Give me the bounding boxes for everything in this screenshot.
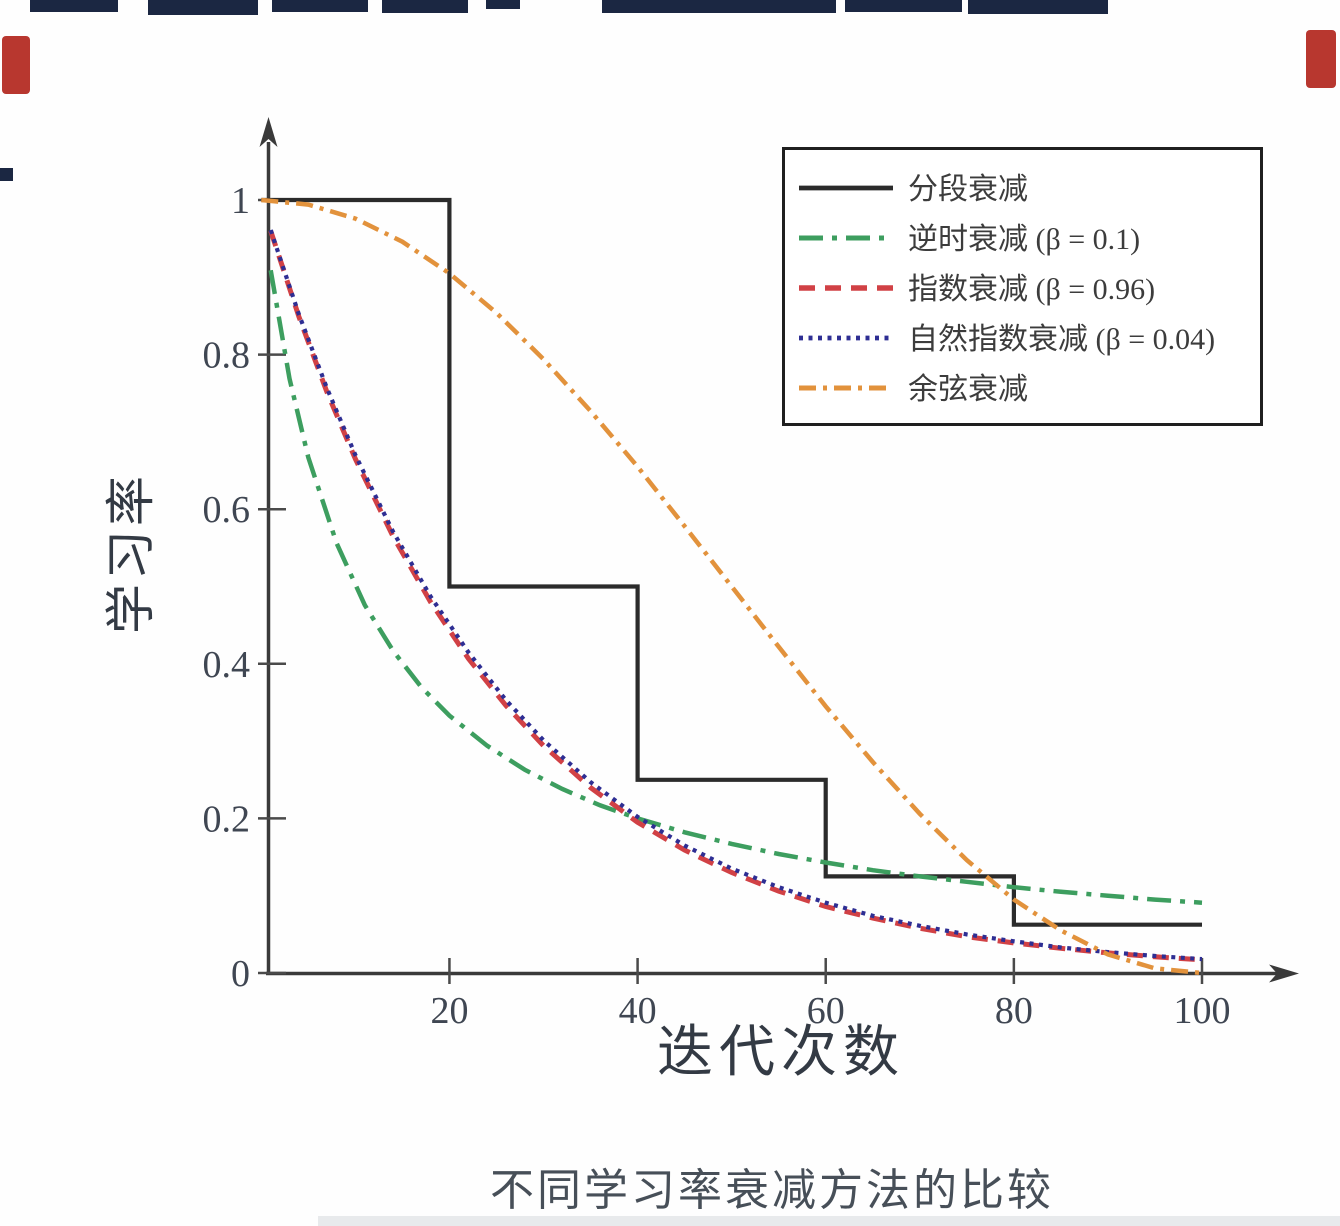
series-curves	[261, 197, 1203, 976]
scan-artifact-top-5	[486, 0, 520, 9]
legend-item-natural-exponential: 自然指数衰减 (β = 0.04)	[799, 323, 1215, 356]
x-tick-label: 100	[1174, 990, 1231, 1032]
x-tick-label: 20	[430, 990, 468, 1032]
x-tick-label: 80	[995, 990, 1033, 1032]
scan-artifact-top-3	[272, 0, 368, 12]
y-tick-label: 0.8	[203, 335, 251, 377]
x-axis-label: 迭代次数	[657, 1022, 905, 1084]
legend-label-natural-exponential: 自然指数衰减 (β = 0.04)	[908, 323, 1215, 356]
scan-artifact-top-8	[968, 0, 1108, 14]
y-tick-label: 0	[231, 953, 250, 995]
y-ticks	[258, 198, 286, 975]
legend-item-piecewise: 分段衰减	[799, 173, 1028, 206]
scan-artifact-left-dash	[0, 168, 13, 181]
y-tick-label: 1	[231, 180, 250, 222]
legend-item-exponential: 指数衰减 (β = 0.96)	[799, 273, 1155, 306]
y-tick-label: 0.6	[203, 489, 251, 531]
y-tick-labels: 0 0.2 0.4 0.6 0.8 1	[203, 180, 251, 995]
legend-item-inverse-time: 逆时衰减 (β = 0.1)	[799, 223, 1140, 256]
y-tick-label: 0.2	[203, 798, 251, 840]
legend-label-piecewise: 分段衰减	[908, 173, 1028, 206]
legend-label-cosine: 余弦衰减	[908, 373, 1028, 406]
scan-artifact-top-2	[148, 0, 258, 15]
x-tick-label: 60	[807, 990, 845, 1032]
y-axis-label: 学习率	[103, 472, 159, 634]
scan-artifact-left-red	[2, 36, 30, 94]
scan-artifact-top-4	[382, 0, 468, 13]
legend-item-cosine: 余弦衰减	[799, 373, 1028, 406]
legend: 分段衰减 逆时衰减 (β = 0.1) 指数衰减 (β = 0.96) 自然指数…	[782, 147, 1263, 426]
scan-artifact-right-red	[1306, 30, 1336, 88]
curve-cosine-decay	[261, 197, 1203, 976]
x-tick-labels: 20 40 60 80 100	[430, 990, 1230, 1032]
scan-artifact-top-6	[602, 0, 836, 13]
scan-artifact-top-1	[30, 0, 118, 12]
scan-artifact-bottom-band	[318, 1216, 1340, 1226]
legend-label-exponential: 指数衰减 (β = 0.96)	[908, 273, 1155, 306]
x-ticks	[448, 958, 1204, 984]
y-axis-arrow-icon	[259, 117, 278, 147]
curve-natural-exponential-decay	[268, 229, 1203, 962]
x-axis	[266, 964, 1299, 983]
y-tick-label: 0.4	[203, 644, 251, 686]
x-axis-arrow-icon	[1269, 964, 1299, 983]
y-axis	[259, 117, 278, 974]
x-tick-label: 40	[619, 990, 657, 1032]
legend-label-inverse-time: 逆时衰减 (β = 0.1)	[908, 223, 1140, 256]
scan-artifact-top-7	[845, 0, 962, 12]
figure-caption: 不同学习率衰减方法的比较	[490, 1166, 1054, 1215]
